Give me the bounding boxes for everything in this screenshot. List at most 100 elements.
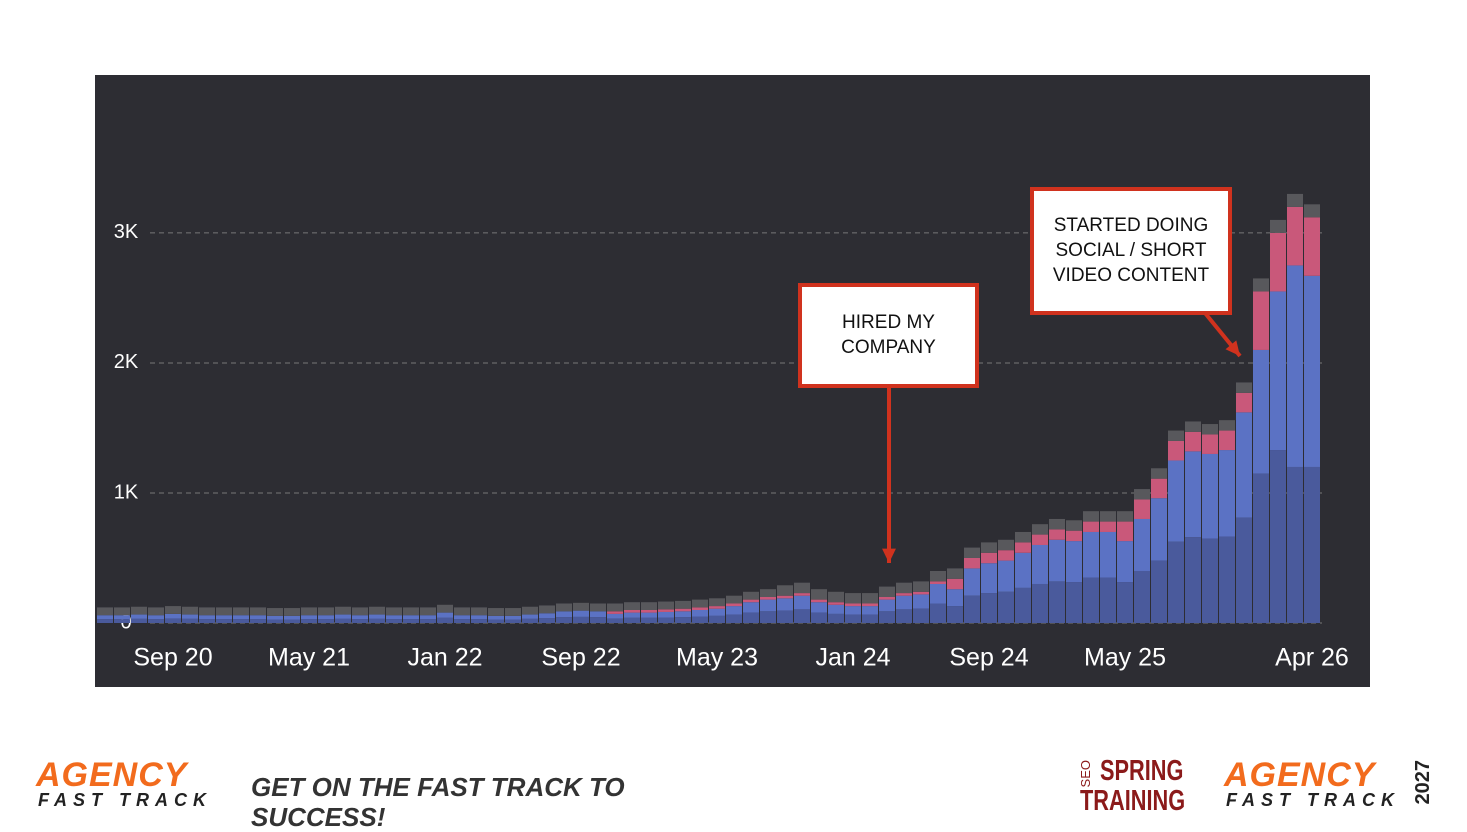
bar-segment: [1032, 534, 1048, 545]
bar-segment: [1185, 431, 1201, 452]
bar-segment: [1066, 582, 1082, 623]
bar-segment: [1202, 424, 1218, 435]
bar-segment: [539, 613, 555, 619]
bar-segment: [607, 613, 623, 619]
bar-segment: [284, 619, 300, 623]
bar-segment: [947, 606, 963, 623]
bar-segment: [1253, 278, 1269, 292]
bar-segment: [233, 607, 249, 616]
bar-segment: [97, 619, 113, 623]
bar-segment: [437, 612, 453, 618]
bar-segment: [97, 615, 113, 620]
bar-segment: [522, 618, 538, 623]
bar-segment: [369, 614, 385, 619]
bar-segment: [811, 589, 827, 600]
bar-segment: [913, 591, 929, 595]
bar-segment: [1032, 524, 1048, 535]
bar-segment: [148, 615, 164, 620]
bar-segment: [862, 603, 878, 607]
bar-segment: [1100, 511, 1116, 522]
bar-segment: [743, 591, 759, 600]
y-tick-label: 2K: [114, 351, 139, 373]
bar-segment: [811, 602, 827, 613]
bar-segment: [879, 599, 895, 612]
bar-segment: [1083, 531, 1099, 578]
bar-segment: [794, 593, 810, 596]
bar-segment: [284, 608, 300, 616]
bar-segment: [726, 595, 742, 604]
bar-segment: [1253, 291, 1269, 350]
bar-segment: [505, 608, 521, 616]
bar-segment: [1168, 430, 1184, 441]
bar-segment: [318, 619, 334, 623]
bar-segment: [1049, 529, 1065, 540]
bar-segment: [743, 602, 759, 613]
bar-segment: [318, 607, 334, 616]
bar-segment: [1270, 232, 1286, 292]
bar-segment: [352, 607, 368, 616]
bar-segment: [386, 615, 402, 620]
bar-segment: [1015, 552, 1031, 588]
bar-segment: [1185, 537, 1201, 623]
bar-segment: [1287, 193, 1303, 207]
bar-segment: [216, 607, 232, 616]
x-tick-label: May 21: [268, 644, 350, 672]
bar-segment: [794, 609, 810, 623]
bar-segment: [879, 596, 895, 600]
bar-segment: [505, 619, 521, 623]
bar-segment: [726, 614, 742, 623]
bar-segment: [607, 603, 623, 612]
bar-segment: [556, 611, 572, 618]
bar-segment: [1185, 421, 1201, 432]
bar-segment: [1066, 530, 1082, 542]
annotation-arrowhead: [1225, 340, 1240, 356]
bar-segment: [692, 599, 708, 608]
bar-segment: [862, 606, 878, 615]
bar-segment: [624, 612, 640, 618]
bar-segment: [1100, 521, 1116, 532]
logo-top: AGENCY: [36, 756, 188, 794]
bar-segment: [131, 614, 147, 619]
bar-segment: [1236, 382, 1252, 393]
bar-segment: [896, 593, 912, 596]
bar-segment: [1168, 440, 1184, 461]
bar-segment: [845, 614, 861, 623]
bar-segment: [1219, 420, 1235, 431]
bar-segment: [930, 570, 946, 582]
bar-segment: [607, 611, 623, 614]
bar-segment: [114, 619, 130, 623]
bar-segment: [811, 599, 827, 603]
bar-segment: [828, 602, 844, 605]
bar-segment: [981, 542, 997, 553]
bar-segment: [454, 615, 470, 620]
bar-segment: [573, 602, 589, 611]
bar-segment: [216, 619, 232, 623]
bar-segment: [777, 610, 793, 623]
logo-top-right: AGENCY: [1224, 756, 1376, 794]
bar-segment: [641, 612, 657, 618]
bar-segment: [709, 615, 725, 623]
bar-segment: [369, 606, 385, 615]
bar-segment: [454, 619, 470, 623]
bar-segment: [165, 613, 181, 619]
bar-segment: [658, 611, 674, 618]
bar-segment: [403, 615, 419, 620]
bar-segment: [624, 609, 640, 613]
bar-segment: [318, 615, 334, 620]
bar-segment: [1134, 570, 1150, 623]
bar-segment: [964, 568, 980, 596]
x-tick-label: Jan 22: [407, 644, 482, 672]
bar-segment: [131, 606, 147, 615]
bar-segment: [1253, 473, 1269, 623]
bar-segment: [216, 615, 232, 620]
bar-segment: [828, 604, 844, 614]
bar-segment: [420, 615, 436, 620]
bar-segment: [709, 606, 725, 609]
spring-label: SPRING: [1100, 755, 1184, 787]
bar-segment: [488, 619, 504, 623]
bar-segment: [641, 609, 657, 613]
bar-segment: [148, 607, 164, 616]
bar-segment: [590, 611, 606, 618]
bar-segment: [1219, 450, 1235, 537]
